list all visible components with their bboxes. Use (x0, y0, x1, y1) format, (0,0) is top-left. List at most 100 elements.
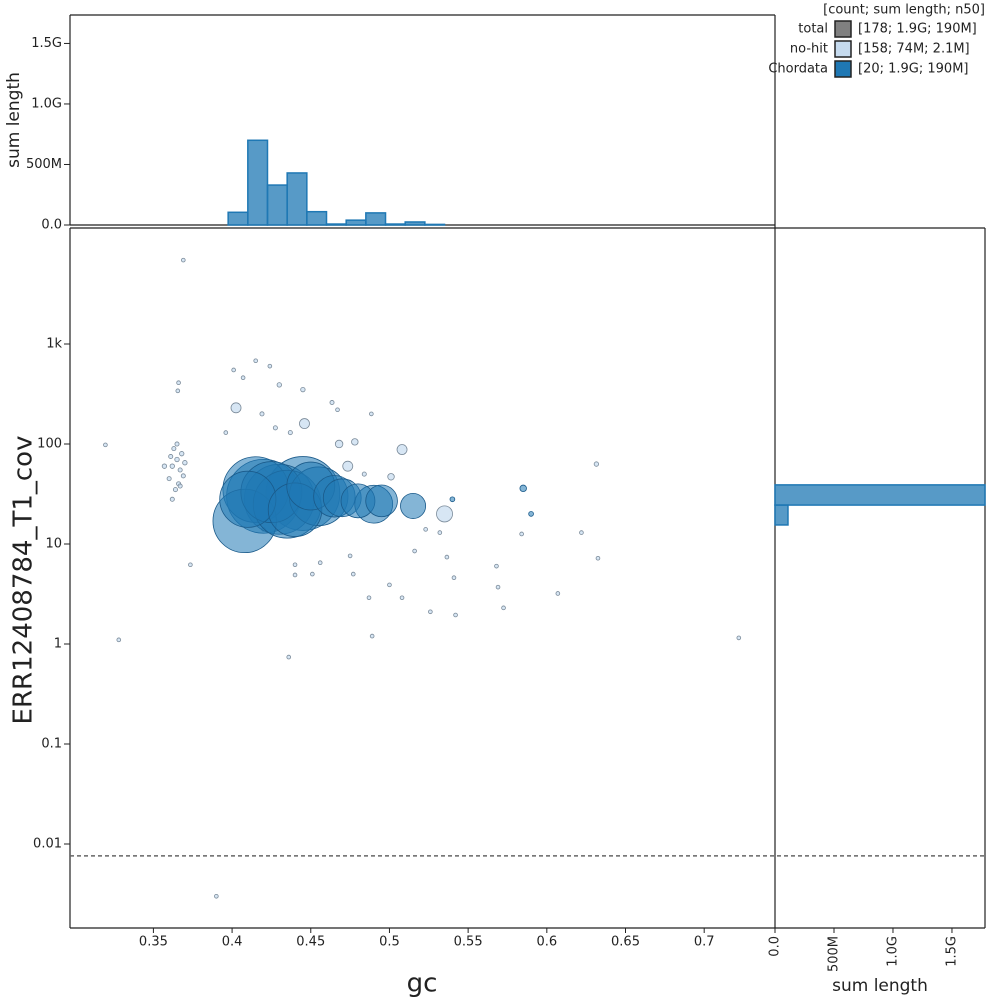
blob (177, 467, 183, 473)
blob (166, 476, 172, 482)
blob (161, 463, 168, 469)
blob (177, 483, 183, 489)
hist-bar (384, 223, 406, 226)
blob (174, 456, 180, 463)
blob (449, 496, 456, 503)
blob (253, 358, 258, 364)
blob (174, 441, 180, 447)
y-tick-label: 0.1 (41, 736, 62, 751)
blob (519, 531, 524, 537)
right-hist-tick-label: 500M (826, 936, 841, 972)
blob (736, 635, 742, 641)
blob (259, 411, 265, 417)
blob (181, 257, 186, 263)
right-hist-tick-label: 1.5G (944, 936, 959, 967)
top-hist-tick-label: 500M (26, 157, 62, 172)
blob (214, 893, 219, 899)
blob (369, 633, 375, 639)
blob (272, 425, 278, 431)
y-tick-label: 1k (46, 336, 62, 351)
blob (579, 530, 584, 535)
hist-bar (774, 484, 986, 506)
legend-swatch (834, 40, 852, 58)
blob (495, 584, 501, 590)
blob (267, 363, 273, 369)
blob (230, 402, 242, 414)
legend-title: [count; sum length; n50] (823, 3, 985, 18)
blob (361, 471, 367, 477)
legend-label: no-hit (790, 42, 828, 57)
blob (335, 407, 340, 413)
blob (334, 439, 344, 449)
blob (286, 654, 292, 660)
blob (317, 560, 323, 565)
blob (412, 548, 417, 554)
x-tick-label: 0.35 (139, 935, 168, 950)
y-tick-label: 0.01 (33, 836, 62, 851)
blob (223, 430, 229, 435)
blob (171, 446, 177, 452)
blob (595, 555, 601, 561)
blob (219, 470, 277, 528)
blob (347, 553, 353, 559)
blob (494, 563, 499, 569)
blob (175, 388, 181, 394)
hist-bar (404, 221, 426, 226)
top-hist-tick-label: 1.0G (31, 96, 62, 111)
hist-bar (266, 184, 288, 226)
blob (396, 444, 408, 455)
hist-bar (365, 212, 387, 226)
top-hist-axis-title: sum length (4, 72, 24, 168)
blob (172, 487, 178, 493)
blob (240, 375, 246, 381)
x-axis-title: gc (407, 969, 438, 999)
x-tick-label: 0.45 (296, 935, 325, 950)
legend-swatch (834, 20, 852, 38)
blob (350, 571, 356, 577)
right-hist-axis-title: sum length (832, 976, 928, 996)
y-tick-label: 100 (37, 436, 62, 451)
blob (437, 530, 443, 535)
blob (182, 460, 188, 466)
y-axis-title: ERR12408784_T1_cov (9, 436, 39, 725)
hist-bar (424, 223, 446, 226)
blob (329, 400, 335, 405)
blob (528, 511, 534, 517)
blob (387, 473, 395, 481)
legend-stats: [158; 74M; 2.1M] (858, 42, 970, 57)
hist-bar (774, 504, 789, 526)
top-hist-tick-label: 0.0 (41, 218, 62, 233)
blob (292, 572, 298, 578)
blob (276, 382, 282, 388)
hist-bar (306, 210, 328, 226)
blob (387, 582, 392, 588)
hist-bar (227, 211, 249, 226)
hist-bar (247, 139, 269, 226)
legend-stats: [20; 1.9G; 190M] (858, 62, 969, 77)
hist-bar (286, 172, 308, 226)
x-tick-label: 0.4 (222, 935, 243, 950)
x-tick-label: 0.7 (694, 935, 715, 950)
blob (169, 463, 175, 469)
legend-swatch (834, 60, 852, 78)
blob (180, 473, 186, 479)
blob (365, 484, 398, 518)
blob (593, 461, 600, 467)
blob (300, 386, 306, 393)
x-tick-label: 0.65 (611, 935, 640, 950)
blob (369, 411, 374, 417)
legend-stats: [178; 1.9G; 190M] (858, 22, 977, 37)
right-hist-tick-label: 1.0G (885, 936, 900, 967)
y-tick-label: 1 (54, 636, 62, 651)
blob (287, 430, 293, 436)
blob (351, 438, 359, 446)
blob (188, 562, 193, 568)
blob (292, 562, 298, 568)
blob (168, 454, 174, 459)
blob (555, 591, 561, 596)
y-tick-label: 10 (45, 536, 62, 551)
blob (231, 367, 236, 373)
x-tick-label: 0.55 (454, 935, 483, 950)
blob (176, 380, 181, 386)
